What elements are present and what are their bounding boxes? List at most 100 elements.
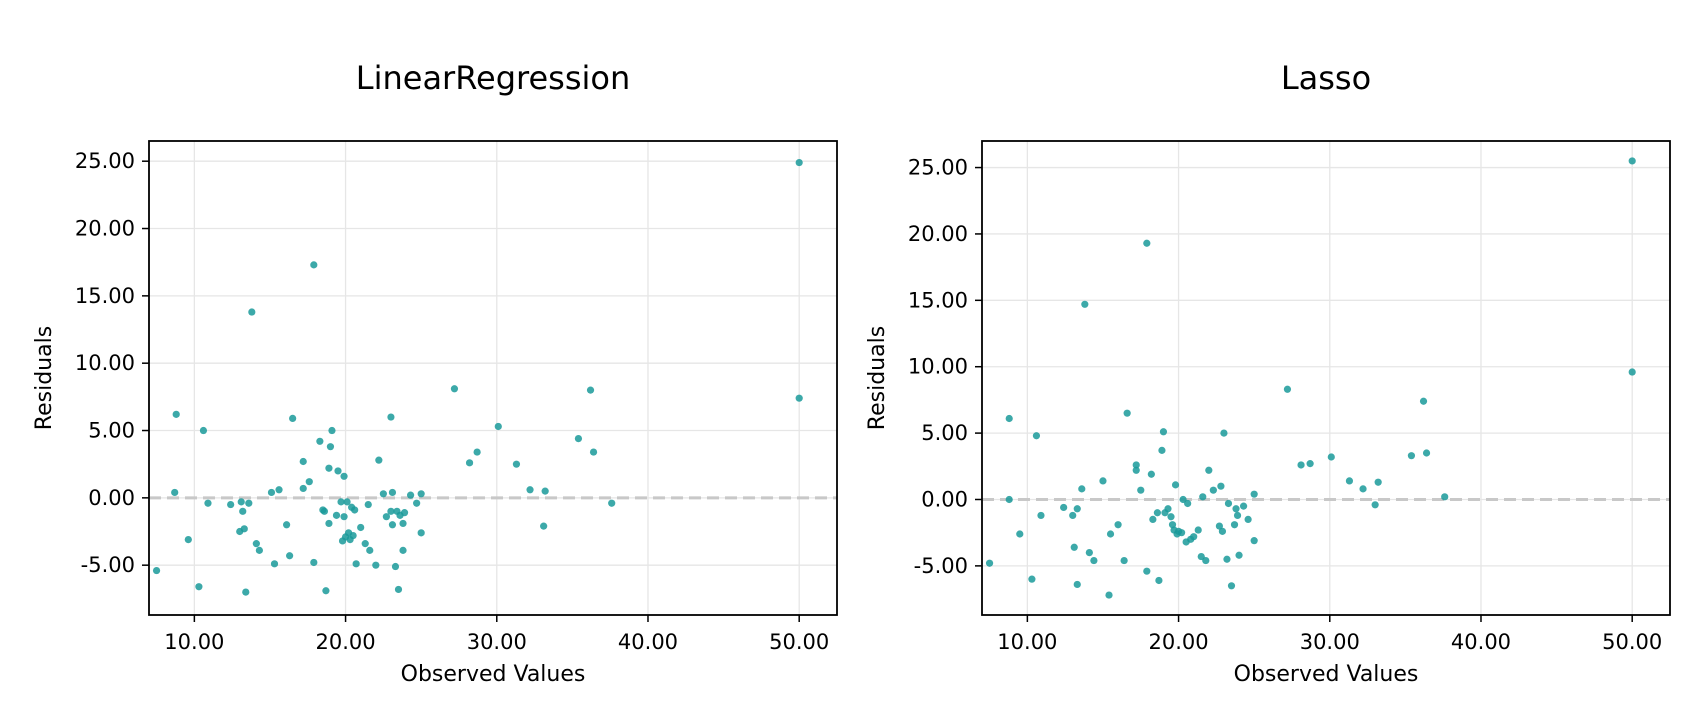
data-point: [473, 448, 481, 456]
data-point: [1371, 501, 1379, 509]
data-point: [237, 498, 245, 506]
data-point: [400, 509, 409, 517]
data-point: [540, 522, 548, 530]
data-point: [322, 587, 330, 595]
data-point: [275, 486, 283, 494]
data-point: [985, 559, 994, 567]
data-point: [1106, 530, 1115, 538]
data-point: [364, 500, 372, 509]
data-point: [1028, 575, 1036, 583]
data-point: [413, 499, 421, 507]
data-point: [1250, 490, 1258, 498]
y-tick-label: 5.00: [921, 421, 968, 445]
data-point: [1232, 505, 1240, 513]
data-point: [283, 521, 291, 529]
x-tick-label: 40.00: [1451, 630, 1511, 654]
data-point: [352, 560, 360, 568]
data-point: [1422, 449, 1431, 457]
x-axis-label: Observed Values: [1234, 662, 1419, 687]
data-point: [1233, 511, 1242, 520]
data-point: [299, 484, 307, 493]
data-point: [586, 386, 595, 394]
data-point: [1149, 515, 1157, 524]
data-point: [1227, 582, 1236, 590]
y-tick-label: 10.00: [75, 351, 135, 375]
data-point: [328, 426, 336, 435]
data-point: [375, 456, 383, 464]
chart-title: LinearRegression: [356, 59, 630, 97]
data-point: [357, 523, 365, 532]
x-tick-label: 50.00: [769, 630, 829, 654]
data-point: [388, 488, 397, 497]
data-point: [270, 560, 279, 568]
data-point: [1235, 551, 1243, 559]
data-point: [325, 464, 333, 472]
data-point: [1120, 556, 1128, 565]
y-tick-label: 15.00: [75, 284, 135, 308]
data-point: [310, 261, 318, 269]
data-point: [608, 499, 616, 507]
data-point: [349, 531, 357, 540]
data-point: [1220, 429, 1228, 437]
data-point: [366, 546, 374, 554]
data-point: [204, 499, 212, 507]
x-tick-label: 40.00: [618, 630, 678, 654]
data-point: [1327, 453, 1335, 461]
data-point: [195, 583, 203, 591]
data-point: [417, 529, 425, 537]
data-point: [450, 385, 459, 393]
data-point: [494, 422, 502, 431]
x-axis-label: Observed Values: [401, 662, 586, 687]
data-point: [152, 566, 161, 575]
x-tick-label: 10.00: [164, 630, 224, 654]
data-point: [372, 561, 380, 569]
data-point: [382, 513, 390, 521]
x-tick-label: 30.00: [467, 630, 527, 654]
data-point: [1123, 409, 1131, 417]
data-point: [1090, 556, 1098, 565]
data-point: [1143, 239, 1151, 247]
data-point: [1155, 576, 1163, 585]
data-point: [1628, 368, 1636, 376]
y-tick-label: -5.00: [81, 553, 135, 577]
data-point: [340, 513, 348, 521]
data-point: [1016, 530, 1024, 538]
y-tick-label: 25.00: [75, 149, 135, 173]
y-tick-label: 0.00: [88, 486, 135, 510]
y-tick-label: 25.00: [908, 156, 968, 180]
data-point: [1005, 495, 1013, 504]
data-point: [199, 426, 208, 435]
data-point: [1070, 543, 1078, 551]
chart-panel-2: 10.00 20.00 30.00 40.00 50.00 -5.00 0.00 5.00 10…: [865, 59, 1671, 687]
data-point: [340, 472, 348, 480]
x-tick-label: 20.00: [316, 630, 376, 654]
y-tick-label: -5.00: [914, 554, 968, 578]
data-point: [305, 478, 313, 486]
data-point: [1073, 580, 1081, 589]
y-tick-label: 20.00: [75, 217, 135, 241]
data-point: [399, 519, 407, 528]
data-point: [1215, 522, 1223, 530]
data-point: [1194, 526, 1202, 534]
data-point: [1081, 300, 1089, 308]
chart-title: Lasso: [1281, 59, 1371, 97]
data-point: [289, 414, 297, 422]
data-point: [417, 490, 425, 498]
data-point: [332, 511, 341, 519]
x-tick-label: 20.00: [1149, 630, 1209, 654]
data-point: [245, 499, 253, 507]
data-point: [1159, 428, 1168, 436]
data-point: [242, 588, 250, 596]
data-point: [310, 558, 318, 567]
data-point: [239, 507, 247, 515]
y-tick-label: 15.00: [908, 288, 968, 312]
data-point: [361, 540, 369, 548]
data-point: [1032, 432, 1041, 440]
data-point: [1171, 481, 1180, 489]
data-point: [1078, 485, 1086, 493]
data-point: [394, 585, 403, 594]
data-point: [1239, 502, 1248, 510]
data-point: [1199, 493, 1207, 501]
data-point: [387, 413, 395, 421]
